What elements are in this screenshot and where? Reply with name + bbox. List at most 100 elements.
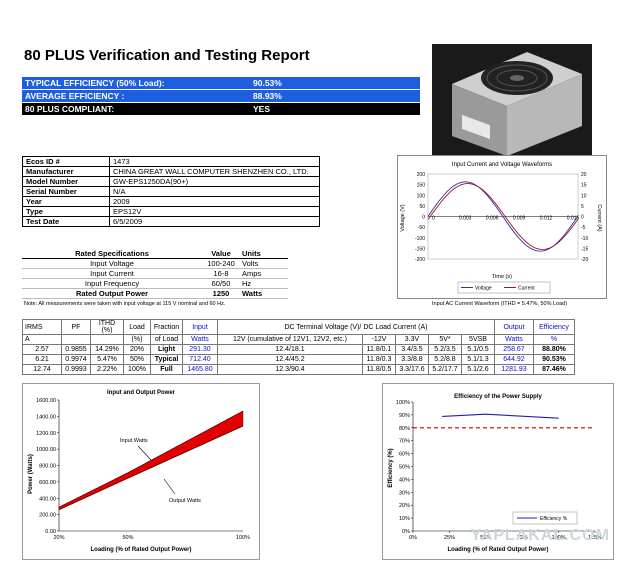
dc-cell: 100% — [123, 364, 151, 375]
power-axes: 0.00 200.00 400.00 600.00 800.00 1000.00 1200.… — [36, 398, 250, 541]
dc-cell: 5.2/8.8 — [428, 354, 462, 365]
waveform-y2tick: -10 — [581, 236, 588, 242]
rated-specifications-table: Rated Specifications Value Units Input V… — [22, 249, 288, 299]
waveform-xtick: 0 — [432, 216, 435, 222]
product-info-table: Ecos ID #1473 Manufacturer CHINA GREAT WA… — [22, 156, 320, 227]
waveform-y2tick: 5 — [581, 204, 584, 210]
rated-row: Input Current 16-8 Amps — [22, 268, 288, 279]
efficiency-ytick: 10% — [399, 516, 410, 522]
power-ytick: 1000.00 — [36, 447, 56, 453]
annotation-output-watts: Output Watts — [169, 498, 201, 504]
output-watts-line — [58, 425, 244, 511]
waveform-xtick: 0.009 — [513, 216, 526, 222]
dc-cell: 87.46% — [533, 364, 575, 375]
waveform-title: Input Current and Voltage Waveforms — [452, 162, 552, 168]
efficiency-ytick: 70% — [399, 439, 410, 445]
power-ytick: 400.00 — [39, 496, 56, 502]
dc-sub-m12v: -12V — [362, 334, 396, 345]
dc-cell: 12.74 — [22, 364, 62, 375]
dc-header-efficiency: Efficiency — [533, 319, 575, 335]
dc-cell: 3.4/3.5 — [395, 344, 429, 355]
dc-subheader-row: A (%) of Load Watts 12V (cumulative of 1… — [22, 334, 575, 345]
annotation-input-arrow — [137, 445, 152, 461]
annotation-input-watts: Input Watts — [120, 438, 148, 444]
waveform-y2tick: 20 — [581, 172, 587, 178]
info-value: N/A — [109, 186, 320, 197]
dc-cell: 11.8/0.5 — [362, 364, 396, 375]
efficiency-chart-ylabel: Efficiency (%) — [388, 448, 394, 487]
efficiency-xtick: 125% — [588, 535, 602, 541]
dc-header-fraction: Fraction — [150, 319, 183, 335]
dc-sub-efficiency: % — [533, 334, 575, 345]
waveform-xtick: 0.003 — [459, 216, 472, 222]
power-supply-photo — [432, 44, 592, 160]
power-ytick: 600.00 — [39, 480, 56, 486]
dc-row-light: 2.57 0.9855 14.29% 20% Light 291.30 12.4… — [22, 344, 575, 355]
dc-cell: Full — [150, 364, 183, 375]
waveform-y2label: Current (A) — [596, 204, 602, 231]
rated-value: 100-240 — [202, 258, 240, 269]
info-key: Serial Number — [22, 186, 110, 197]
dc-cell: 712.40 — [182, 354, 218, 365]
waveform-ytick: -200 — [415, 257, 425, 263]
efficiency-ytick: 40% — [399, 477, 410, 483]
dc-sub-irms: A — [22, 334, 62, 345]
waveform-caption: Input AC Current Waveform (ITHD = 5.47%,… — [432, 301, 568, 307]
dc-cell: 0.9855 — [61, 344, 91, 355]
efficiency-xtick: 75% — [517, 535, 528, 541]
rated-header-units: Units — [240, 249, 288, 259]
waveform-y2tick: -20 — [581, 257, 588, 263]
dc-cell: 20% — [123, 344, 151, 355]
power-chart-title: Input and Output Power — [107, 390, 176, 396]
waveform-ytick: 50 — [419, 204, 425, 210]
dc-sub-5v: 5V* — [428, 334, 462, 345]
waveform-ytick: 150 — [417, 183, 426, 189]
rated-value: 60/50 — [202, 278, 240, 289]
info-value: 1473 — [109, 156, 320, 167]
efficiency-chart-xlabel: Loading (% of Rated Output Power) — [448, 547, 549, 553]
waveform-current-line — [427, 183, 579, 250]
info-value: GW-EPS1250DA(90+) — [109, 176, 320, 187]
legend-efficiency-label: Efficiency % — [540, 516, 568, 522]
power-chart-xlabel: Loading (% of Rated Output Power) — [91, 547, 192, 553]
efficiency-ytick: 50% — [399, 465, 410, 471]
waveform-chart: Input Current and Voltage Waveforms 20 0 1… — [397, 155, 607, 299]
dc-sub-12v: 12V (cumulative of 12V1, 12V2, etc.) — [217, 334, 363, 345]
dc-sub-5vsb: 5VSB — [461, 334, 495, 345]
info-row: Year 2009 — [22, 196, 320, 207]
info-value: 6/5/2009 — [109, 216, 320, 227]
dc-cell: 12.4/45.2 — [217, 354, 363, 365]
dc-cell: 5.47% — [90, 354, 124, 365]
dc-sub-33v: 3.3V — [395, 334, 429, 345]
dc-sub-empty — [90, 334, 124, 345]
info-key: Ecos ID # — [22, 156, 110, 167]
dc-cell: Light — [150, 344, 183, 355]
dc-cell: 5.2/17.7 — [428, 364, 462, 375]
dc-cell: 2.22% — [90, 364, 124, 375]
info-row: Serial Number N/A — [22, 186, 320, 197]
dc-sub-fraction: of Load — [150, 334, 183, 345]
waveform-y2tick: -5 — [581, 225, 586, 231]
waveform-y2tick: 0 — [581, 215, 584, 221]
summary-row-compliant: 80 PLUS COMPLIANT: YES — [22, 102, 420, 116]
dc-cell: 1465.80 — [182, 364, 218, 375]
efficiency-ytick: 80% — [399, 426, 410, 432]
info-key: Manufacturer — [22, 166, 110, 177]
dc-cell: 12.4/18.1 — [217, 344, 363, 355]
annotation-output-arrow — [163, 478, 176, 495]
dc-cell: 50% — [123, 354, 151, 365]
dc-cell: 5.1/2.6 — [461, 364, 495, 375]
power-chart-ylabel: Power (Watts) — [28, 454, 34, 494]
efficiency-xtick: 0% — [409, 535, 417, 541]
waveform-xtick: 0.006 — [486, 216, 499, 222]
dc-header-output: Output — [494, 319, 534, 335]
power-ytick: 200.00 — [39, 513, 56, 519]
info-value: CHINA GREAT WALL COMPUTER SHENZHEN CO., … — [109, 166, 320, 177]
power-chart: Input and Output Power 0.00 200.00 400.00 6… — [22, 383, 260, 560]
power-xtick: 50% — [122, 535, 133, 541]
rated-units: Hz — [240, 278, 288, 289]
dc-header-voltage: DC Terminal Voltage (V)/ DC Load Current… — [217, 319, 495, 335]
rated-units: Watts — [240, 288, 288, 299]
waveform-ytick: -50 — [418, 225, 425, 231]
power-ytick: 1600.00 — [36, 398, 56, 404]
